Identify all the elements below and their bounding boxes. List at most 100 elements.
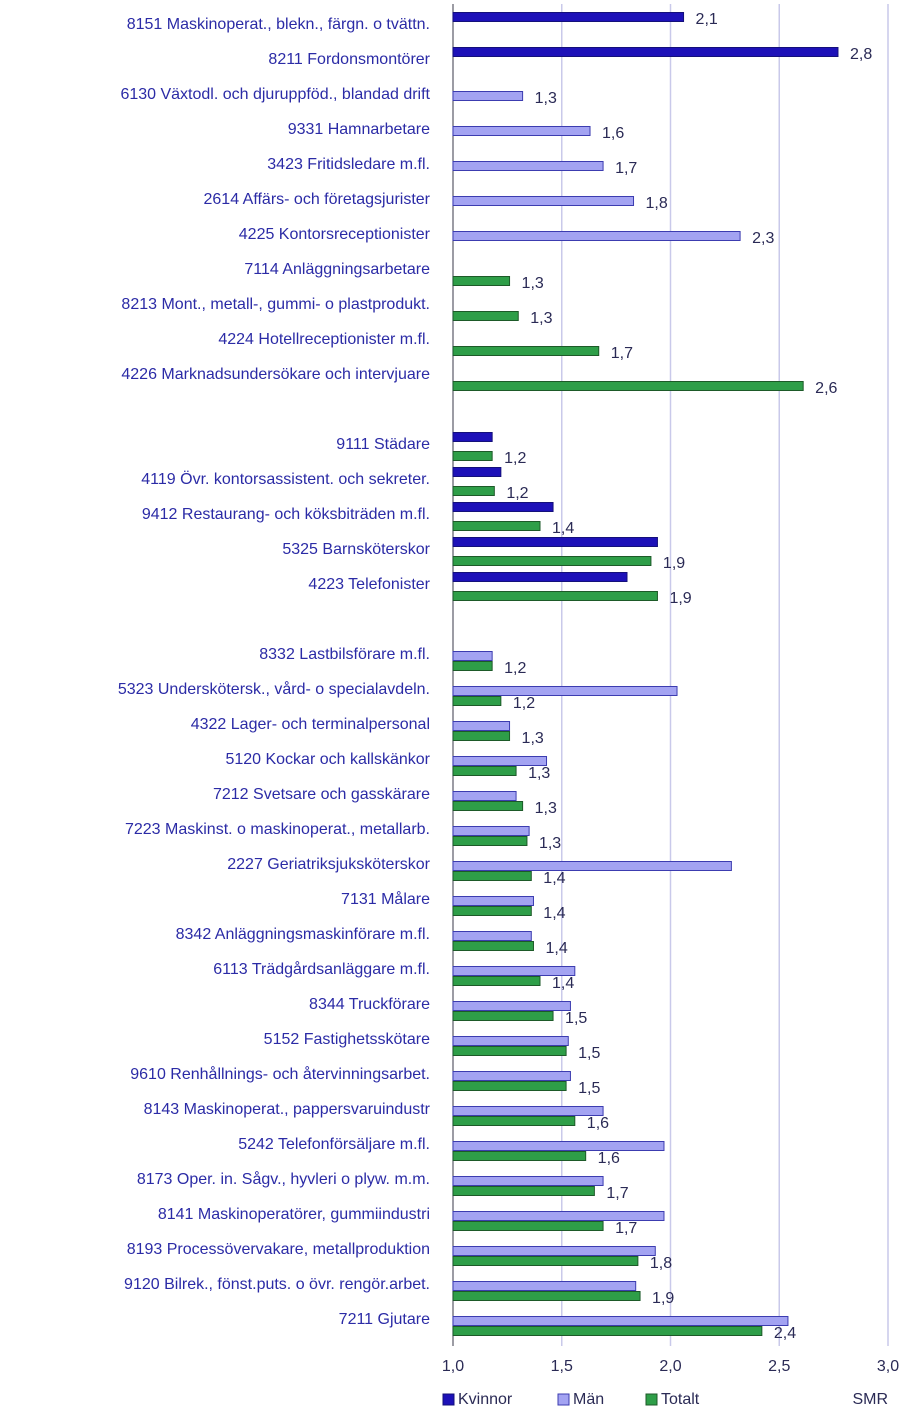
bar	[452, 451, 493, 461]
bar	[452, 126, 591, 136]
value-label: 2,8	[850, 46, 872, 63]
value-label: 1,6	[587, 1115, 609, 1132]
value-label: 1,6	[602, 125, 624, 142]
value-label: 1,7	[615, 160, 637, 177]
bar	[452, 196, 635, 206]
category-label: 8213 Mont., metall-, gummi- o plastprodu…	[121, 296, 430, 313]
bar	[452, 467, 502, 477]
bar	[452, 276, 511, 286]
bar	[452, 766, 517, 776]
category-label: 5242 Telefonförsäljare m.fl.	[238, 1136, 430, 1153]
bar	[452, 486, 495, 496]
category-label: 8342 Anläggningsmaskinförare m.fl.	[176, 926, 430, 943]
bar	[452, 521, 541, 531]
bar	[452, 896, 534, 906]
x-tick-label: 1,5	[551, 1358, 573, 1375]
category-label: 5323 Underskötersk., vård- o specialavde…	[118, 680, 430, 698]
category-label: 7114 Anläggningsarbetare	[244, 261, 430, 278]
category-label: 4119 Övr. kontorsassistent. och sekreter…	[141, 470, 430, 488]
bar	[452, 1011, 554, 1021]
bar	[452, 537, 658, 547]
bar	[452, 1001, 571, 1011]
bar	[452, 826, 530, 836]
bar	[452, 661, 493, 671]
bar	[452, 591, 658, 601]
bar	[452, 556, 652, 566]
bar	[452, 941, 534, 951]
category-label: 5120 Kockar och kallskänkor	[225, 751, 430, 768]
bar	[452, 756, 548, 766]
category-label: 4225 Kontorsreceptionister	[239, 226, 431, 243]
bar	[452, 696, 502, 706]
category-label: 9111 Städare	[336, 436, 430, 453]
value-label: 1,4	[552, 975, 574, 992]
bar	[452, 721, 511, 731]
bar	[452, 976, 541, 986]
value-label: 1,4	[545, 940, 567, 957]
category-label: 4322 Lager- och terminalpersonal	[191, 716, 430, 733]
value-label: 2,1	[696, 11, 718, 28]
value-label: 1,3	[535, 90, 557, 107]
category-label: 7212 Svetsare och gasskärare	[213, 786, 430, 803]
value-label: 1,3	[530, 310, 552, 327]
bar	[452, 346, 600, 356]
legend-swatch	[442, 1393, 455, 1406]
category-label: 2614 Affärs- och företagsjurister	[204, 191, 431, 208]
value-label: 1,9	[663, 555, 685, 572]
bar	[452, 731, 511, 741]
category-label: 7211 Gjutare	[339, 1311, 430, 1328]
bar	[452, 871, 532, 881]
value-label: 1,2	[504, 660, 526, 677]
bar	[452, 801, 524, 811]
value-label: 1,2	[513, 695, 535, 712]
bar	[452, 311, 519, 321]
category-label: 9120 Bilrek., fönst.puts. o övr. rengör.…	[124, 1276, 430, 1293]
bar	[452, 861, 732, 871]
value-label: 1,3	[539, 835, 561, 852]
x-tick-label: 1,0	[442, 1358, 464, 1375]
value-label: 1,4	[552, 520, 574, 537]
bar	[452, 1071, 571, 1081]
category-label: 9331 Hamnarbetare	[288, 121, 430, 138]
bar	[452, 161, 604, 171]
bar	[452, 1221, 604, 1231]
value-label: 2,3	[752, 230, 774, 247]
category-label: 2227 Geriatriksjuksköterskor	[227, 856, 430, 873]
x-tick-label: 2,0	[659, 1358, 681, 1375]
bar	[452, 1186, 595, 1196]
value-label: 2,4	[774, 1325, 796, 1342]
bar	[452, 12, 685, 22]
category-label: 9412 Restaurang- och köksbiträden m.fl.	[142, 506, 430, 523]
category-label: 8151 Maskinoperat., blekn., färgn. o tvä…	[127, 16, 430, 33]
value-label: 1,3	[522, 730, 544, 747]
bar	[452, 1106, 604, 1116]
category-label: 4224 Hotellreceptionister m.fl.	[218, 331, 430, 348]
bar	[452, 1246, 656, 1256]
bar	[452, 651, 493, 661]
bar	[452, 91, 524, 101]
bar	[452, 966, 576, 976]
category-label: 8173 Oper. in. Sågv., hyvleri o plyw. m.…	[137, 1170, 430, 1188]
legend-label: Män	[573, 1391, 604, 1408]
value-label: 1,9	[652, 1290, 674, 1307]
category-label: 8193 Processövervakare, metallproduktion	[127, 1241, 430, 1258]
value-label: 1,5	[565, 1010, 587, 1027]
bar	[452, 1081, 567, 1091]
value-label: 1,3	[522, 275, 544, 292]
bar	[452, 906, 532, 916]
bar	[452, 381, 804, 391]
bar	[452, 47, 839, 57]
category-label: 7131 Målare	[341, 890, 430, 908]
bar	[452, 1116, 576, 1126]
category-label: 6113 Trädgårdsanläggare m.fl.	[213, 960, 430, 978]
bar	[452, 1046, 567, 1056]
bar	[452, 1176, 604, 1186]
legend-swatch	[557, 1393, 570, 1406]
category-label: 6130 Växtodl. och djuruppföd., blandad d…	[120, 86, 430, 103]
value-label: 2,6	[815, 380, 837, 397]
category-label: 4223 Telefonister	[308, 576, 430, 593]
value-label: 1,3	[528, 765, 550, 782]
bar	[452, 1151, 587, 1161]
value-label: 1,2	[506, 485, 528, 502]
bar	[452, 1326, 763, 1336]
